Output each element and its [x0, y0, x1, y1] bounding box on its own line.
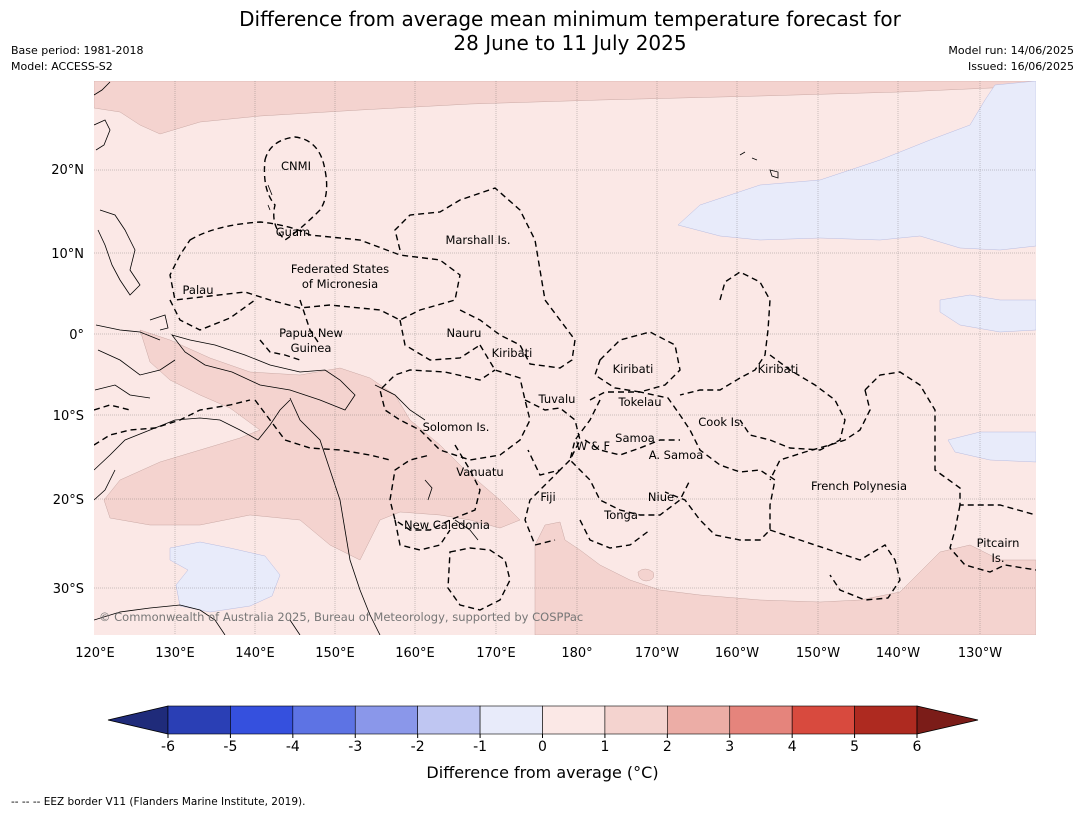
- colorbar-tick-label: 4: [788, 739, 797, 755]
- label-fsm-line1: Federated States: [291, 262, 389, 276]
- map-title: Difference from average mean minimum tem…: [0, 7, 1085, 55]
- colorbar-tick-label: -2: [411, 739, 425, 755]
- colorbar-extend-high: [916, 705, 979, 735]
- model-name: Model: ACCESS-S2: [11, 60, 113, 73]
- title-line-1: Difference from average mean minimum tem…: [239, 7, 901, 31]
- colorbar-segment: [230, 705, 294, 735]
- anomaly-region-pacific-south: [534, 521, 1036, 635]
- graticule: [94, 81, 1036, 635]
- lat-tick: 0°: [69, 328, 84, 343]
- colorbar-segment: [479, 705, 543, 735]
- lat-tick-labels: 20°N 10°N 0° 10°S 20°S 30°S: [51, 163, 84, 597]
- label-marshall-islands: Marshall Is.: [445, 233, 510, 247]
- label-nauru: Nauru: [447, 326, 482, 340]
- colorbar-tick-label: 3: [725, 739, 734, 755]
- label-kiribati-central: Kiribati: [613, 362, 654, 376]
- label-french-polynesia: French Polynesia: [811, 479, 907, 493]
- coastlines: [94, 81, 779, 635]
- colorbar-label: Difference from average (°C): [426, 763, 659, 782]
- label-niue: Niue: [648, 490, 674, 504]
- colorbar-segment: [417, 705, 481, 735]
- lat-tick: 10°S: [53, 409, 84, 424]
- label-tuvalu: Tuvalu: [538, 392, 576, 406]
- anomaly-region-png: [103, 329, 521, 561]
- lon-tick: 150°E: [315, 646, 355, 661]
- label-fsm-line2: of Micronesia: [302, 277, 378, 291]
- colorbar-tick-label: 0: [538, 739, 547, 755]
- label-wallis-futuna: W & F: [576, 439, 610, 453]
- label-solomon-islands: Solomon Is.: [423, 420, 490, 434]
- colorbar-extend-low: [107, 705, 169, 735]
- label-samoa: Samoa: [615, 431, 655, 445]
- label-american-samoa: A. Samoa: [649, 448, 704, 462]
- colorbar: -6 -5 -4 -3 -2 -1 0 1 2 3 4 5 6: [107, 705, 979, 755]
- lon-tick: 160°E: [395, 646, 435, 661]
- label-cnmi: CNMI: [281, 159, 311, 173]
- colorbar-tick-label: -4: [286, 739, 300, 755]
- lon-tick: 150°W: [796, 646, 840, 661]
- lat-tick: 20°S: [53, 493, 84, 508]
- colorbar-segment: [854, 705, 918, 735]
- issued-date: Issued: 16/06/2025: [967, 60, 1074, 73]
- colorbar-segment: [667, 705, 731, 735]
- eez-footnote: -- -- -- EEZ border V11 (Flanders Marine…: [11, 796, 306, 808]
- colorbar-tick-label: -6: [161, 739, 175, 755]
- lon-tick: 120°E: [75, 646, 115, 661]
- colorbar-segment: [604, 705, 668, 735]
- label-pitcairn-line1: Pitcairn: [977, 536, 1020, 550]
- label-kiribati-east: Kiribati: [758, 362, 799, 376]
- label-guam: Guam: [276, 225, 310, 239]
- colorbar-tick-label: 2: [663, 739, 672, 755]
- label-fiji: Fiji: [540, 490, 555, 504]
- colorbar-tick-label: 1: [600, 739, 609, 755]
- label-pitcairn-line2: Is.: [991, 551, 1004, 565]
- label-kiribati-west: Kiribati: [492, 346, 533, 360]
- lat-tick: 10°N: [51, 247, 84, 262]
- cool-region-australia: [169, 541, 281, 613]
- label-tonga: Tonga: [603, 508, 638, 522]
- colorbar-tick-label: -5: [223, 739, 237, 755]
- colorbar-tick-label: -1: [473, 739, 487, 755]
- lon-tick: 170°E: [476, 646, 516, 661]
- label-cook-islands: Cook Is.: [698, 415, 743, 429]
- lat-tick: 30°S: [53, 582, 84, 597]
- colorbar-segment: [729, 705, 793, 735]
- anomaly-region-islet: [637, 568, 654, 582]
- title-line-2: 28 June to 11 July 2025: [453, 31, 687, 55]
- label-vanuatu: Vanuatu: [456, 465, 503, 479]
- lon-tick: 130°W: [958, 646, 1002, 661]
- lon-tick: 160°W: [715, 646, 759, 661]
- lon-tick: 170°W: [635, 646, 679, 661]
- run-info: Model run: 14/06/2025 Issued: 16/06/2025: [948, 43, 1074, 75]
- lat-tick: 20°N: [51, 163, 84, 178]
- model-run: Model run: 14/06/2025: [948, 44, 1074, 57]
- label-tokelau: Tokelau: [618, 395, 662, 409]
- label-png-line2: Guinea: [291, 341, 332, 355]
- colorbar-segment: [167, 705, 231, 735]
- cool-region-hawaii: [677, 81, 1036, 251]
- copyright-notice: © Commonwealth of Australia 2025, Bureau…: [99, 610, 583, 624]
- lon-tick-labels: 120°E 130°E 140°E 150°E 160°E 170°E 180°…: [75, 646, 1002, 661]
- lon-tick: 180°: [561, 646, 592, 661]
- colorbar-segment: [542, 705, 606, 735]
- label-png-line1: Papua New: [279, 326, 343, 340]
- colorbar-tick-label: 6: [913, 739, 922, 755]
- region-labels: CNMI Guam Marshall Is. Federated States …: [183, 159, 1020, 565]
- cool-region-east: [939, 294, 1036, 333]
- lon-tick: 130°E: [155, 646, 195, 661]
- colorbar-segment: [791, 705, 855, 735]
- colorbar-tick-label: 5: [850, 739, 859, 755]
- anomaly-region-north: [94, 81, 1036, 135]
- colorbar-segment: [354, 705, 418, 735]
- eez-borders: [94, 136, 1036, 611]
- label-new-caledonia: New Caledonia: [404, 518, 490, 532]
- lon-tick: 140°W: [876, 646, 920, 661]
- lon-tick: 140°E: [235, 646, 275, 661]
- base-period: Base period: 1981-2018: [11, 44, 144, 57]
- colorbar-tick-label: -3: [348, 739, 362, 755]
- base-info: Base period: 1981-2018 Model: ACCESS-S2: [11, 43, 143, 75]
- colorbar-segment: [292, 705, 356, 735]
- label-palau: Palau: [183, 283, 214, 297]
